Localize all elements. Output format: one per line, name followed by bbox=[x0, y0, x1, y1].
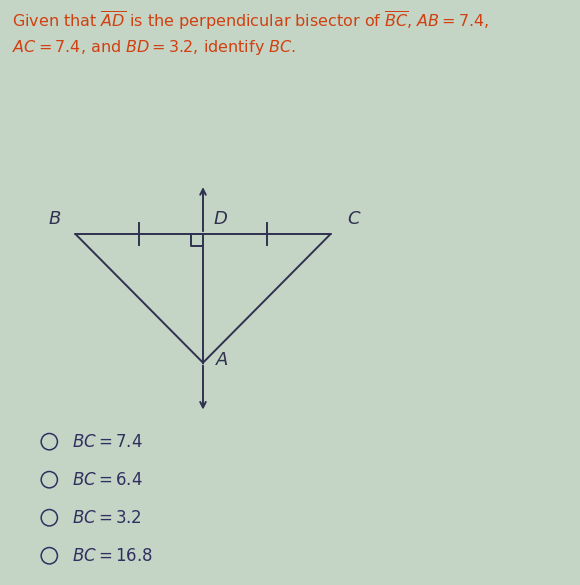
Text: $AC = 7.4$, and $BD = 3.2$, identify $BC$.: $AC = 7.4$, and $BD = 3.2$, identify $BC… bbox=[12, 38, 296, 57]
Text: $D$: $D$ bbox=[213, 211, 228, 228]
Text: $BC = 16.8$: $BC = 16.8$ bbox=[72, 547, 153, 565]
Text: $BC = 6.4$: $BC = 6.4$ bbox=[72, 471, 143, 488]
Text: $B$: $B$ bbox=[49, 211, 61, 228]
Text: Given that $\overline{AD}$ is the perpendicular bisector of $\overline{BC}$, $AB: Given that $\overline{AD}$ is the perpen… bbox=[12, 9, 489, 32]
Text: $BC = 3.2$: $BC = 3.2$ bbox=[72, 509, 142, 526]
Text: $A$: $A$ bbox=[215, 351, 229, 369]
Text: $C$: $C$ bbox=[346, 211, 361, 228]
Text: $BC = 7.4$: $BC = 7.4$ bbox=[72, 433, 143, 450]
